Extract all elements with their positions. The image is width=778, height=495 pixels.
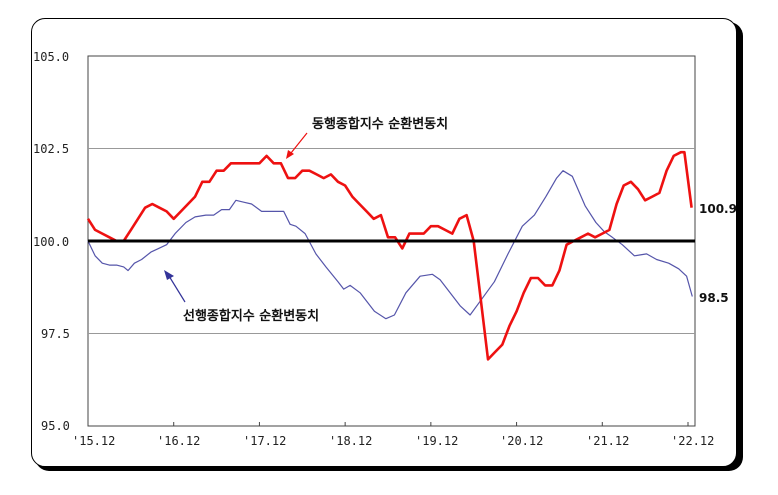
- x-tick-label: '20.12: [500, 434, 543, 448]
- leading-end-value: 98.5: [699, 291, 729, 305]
- coincident-arrow-head-icon: [286, 150, 294, 159]
- coincident-arrow-line: [290, 132, 308, 154]
- x-tick-label: '21.12: [586, 434, 629, 448]
- y-tick-label: 100.0: [33, 235, 69, 249]
- x-axis-ticks: [87, 422, 689, 426]
- leading-annotation: 선행종합지수 순환변동치: [183, 308, 319, 324]
- leading-index-line: [87, 170, 693, 320]
- leading-arrow-head-icon: [164, 270, 174, 280]
- y-tick-label: 97.5: [41, 327, 70, 341]
- y-tick-label: 102.5: [33, 142, 69, 156]
- x-tick-label: '18.12: [329, 434, 372, 448]
- coincident-index-line: [86, 150, 693, 361]
- leading-arrow-line: [168, 275, 186, 303]
- x-tick-label: '17.12: [243, 434, 286, 448]
- coincident-annotation: 동행종합지수 순환변동치: [312, 116, 448, 132]
- y-tick-label: 105.0: [33, 50, 69, 64]
- coincident-end-value: 100.9: [699, 202, 737, 216]
- x-tick-label: '16.12: [157, 434, 200, 448]
- x-tick-label: '19.12: [415, 434, 458, 448]
- x-tick-label: '22.12: [671, 434, 714, 448]
- x-tick-label: '15.12: [72, 434, 115, 448]
- y-tick-label: 95.0: [41, 419, 70, 433]
